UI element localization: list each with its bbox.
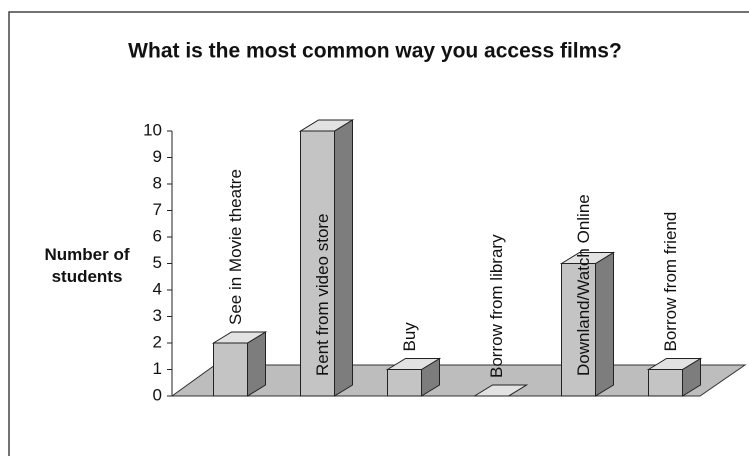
bar-side xyxy=(334,119,353,397)
x-tick-label: Buy xyxy=(400,322,419,352)
y-tick-label: 10 xyxy=(143,120,162,139)
y-tick-label: 6 xyxy=(153,226,162,245)
frame xyxy=(8,11,749,456)
y-axis-label: Number of students xyxy=(44,245,130,286)
bar-side xyxy=(595,251,614,397)
y-tick-label: 1 xyxy=(153,359,162,378)
y-tick-label: 4 xyxy=(153,279,162,298)
x-tick-label: Rent from video store xyxy=(313,213,332,376)
bar xyxy=(387,369,422,397)
y-tick-label: 3 xyxy=(153,306,162,325)
x-tick-label: Borrow from friend xyxy=(661,212,680,352)
y-tick-label: 7 xyxy=(153,200,162,219)
bar xyxy=(300,130,335,397)
x-tick-label: See in Movie theatre xyxy=(226,169,245,325)
bar xyxy=(648,369,683,397)
x-tick-label: Downland/Watch Online xyxy=(574,194,593,376)
y-tick-label: 2 xyxy=(153,332,162,351)
y-tick-label: 8 xyxy=(153,173,162,192)
y-tick-label: 9 xyxy=(153,147,162,166)
bar-top xyxy=(472,384,529,397)
x-tick-label: Borrow from library xyxy=(487,234,506,378)
bar xyxy=(213,342,248,397)
y-tick-label: 0 xyxy=(153,385,162,404)
chart-title: What is the most common way you access f… xyxy=(128,40,622,63)
y-tick-label: 5 xyxy=(153,253,162,272)
bar xyxy=(561,263,596,397)
